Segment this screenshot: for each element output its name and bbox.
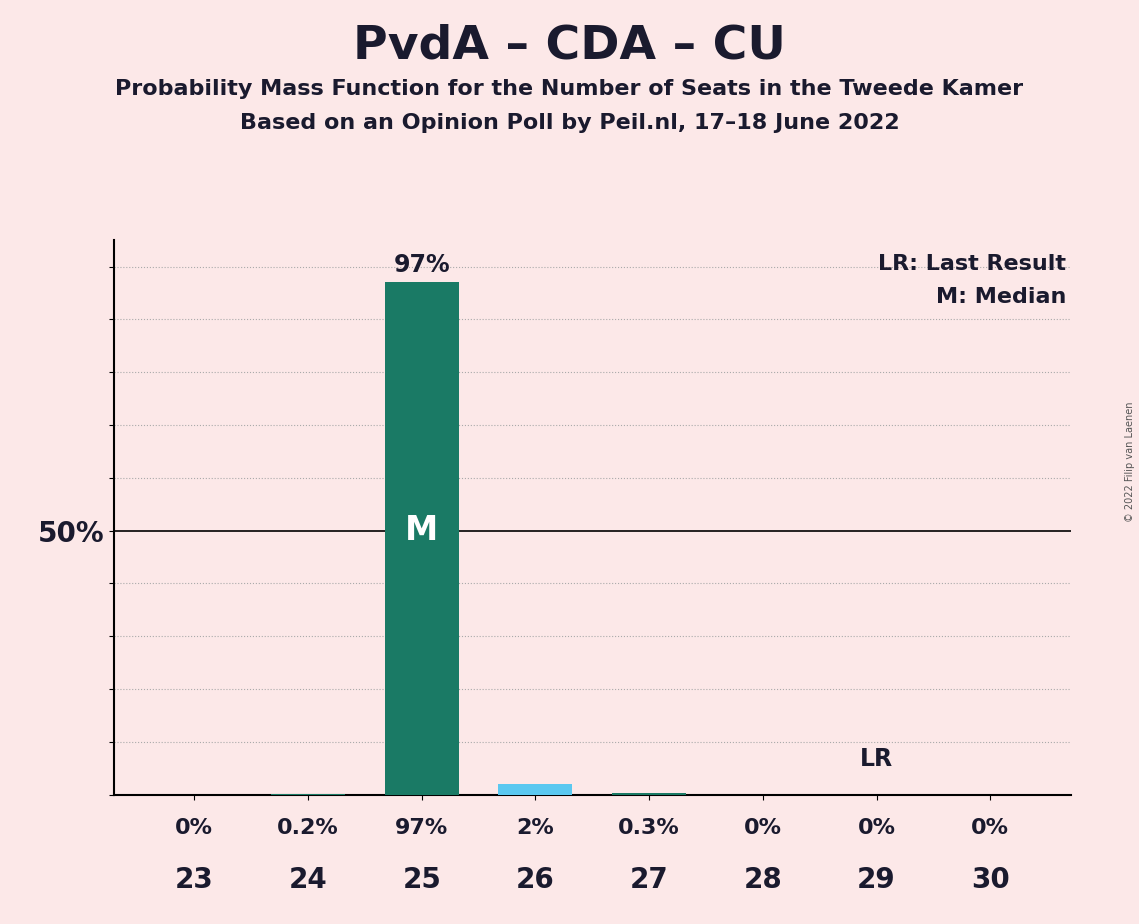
Text: Based on an Opinion Poll by Peil.nl, 17–18 June 2022: Based on an Opinion Poll by Peil.nl, 17–… xyxy=(239,113,900,133)
Text: 0%: 0% xyxy=(972,819,1009,838)
Text: 25: 25 xyxy=(402,866,441,894)
Bar xyxy=(271,794,345,795)
Text: 0.2%: 0.2% xyxy=(277,819,339,838)
Text: M: Median: M: Median xyxy=(935,287,1066,308)
Text: 24: 24 xyxy=(288,866,327,894)
Text: 23: 23 xyxy=(175,866,214,894)
Text: 2%: 2% xyxy=(517,819,555,838)
Text: 0%: 0% xyxy=(744,819,781,838)
Text: 97%: 97% xyxy=(393,253,450,277)
Text: LR: LR xyxy=(860,747,893,771)
Text: 27: 27 xyxy=(630,866,669,894)
Bar xyxy=(499,784,573,795)
Bar xyxy=(612,793,686,795)
Text: © 2022 Filip van Laenen: © 2022 Filip van Laenen xyxy=(1125,402,1134,522)
Text: M: M xyxy=(405,514,439,547)
Bar xyxy=(385,283,459,795)
Text: 28: 28 xyxy=(744,866,782,894)
Text: 26: 26 xyxy=(516,866,555,894)
Text: 97%: 97% xyxy=(395,819,449,838)
Text: Probability Mass Function for the Number of Seats in the Tweede Kamer: Probability Mass Function for the Number… xyxy=(115,79,1024,99)
Text: LR: Last Result: LR: Last Result xyxy=(878,254,1066,274)
Text: 30: 30 xyxy=(970,866,1009,894)
Text: 0.3%: 0.3% xyxy=(618,819,680,838)
Text: 0%: 0% xyxy=(858,819,895,838)
Text: PvdA – CDA – CU: PvdA – CDA – CU xyxy=(353,23,786,68)
Text: 29: 29 xyxy=(858,866,896,894)
Text: 0%: 0% xyxy=(175,819,213,838)
